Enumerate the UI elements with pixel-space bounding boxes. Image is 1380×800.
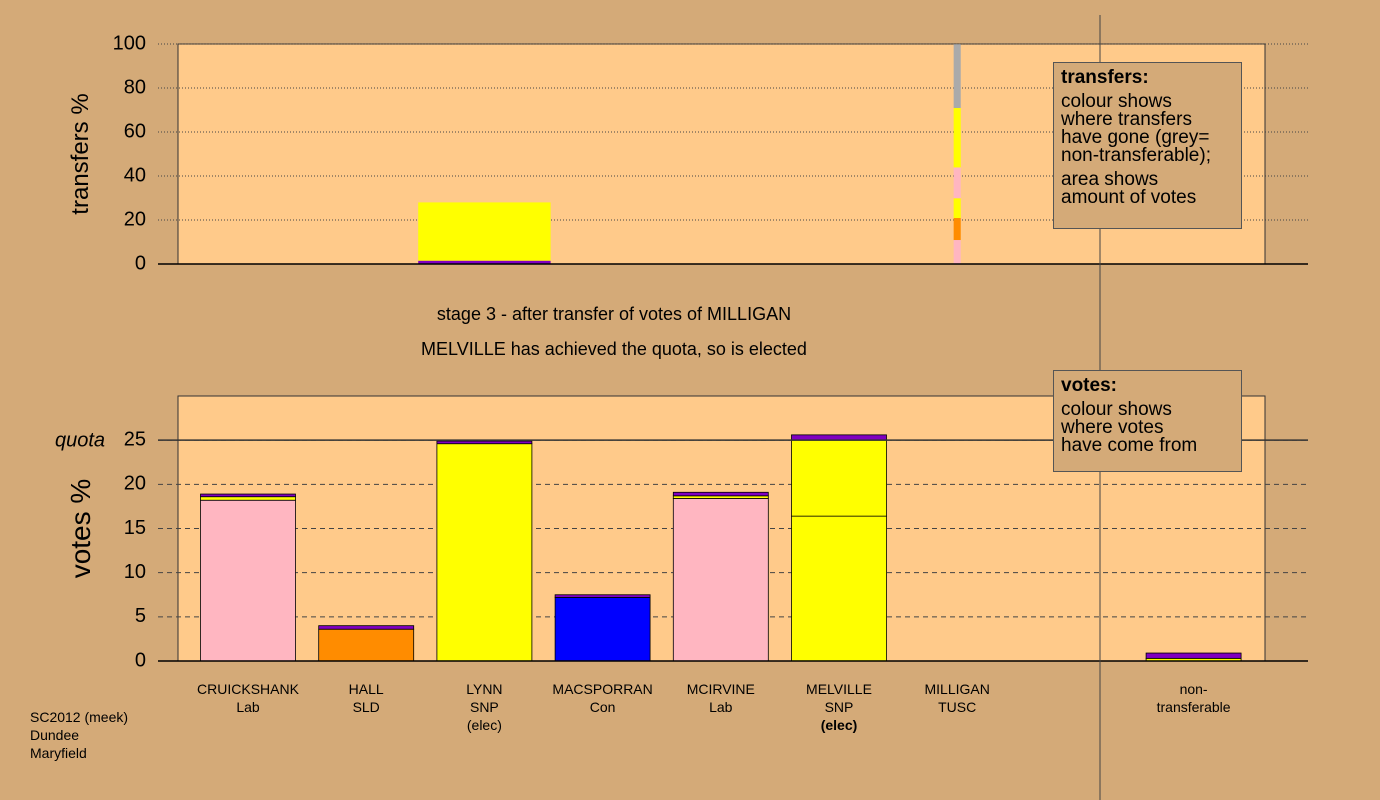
category-name: MELVILLE	[806, 681, 872, 697]
legend-title: votes:	[1061, 375, 1117, 396]
y-tick-label: 15	[124, 517, 146, 539]
legend-box: transfers: colour shows where transfers h…	[1053, 62, 1242, 229]
y-axis-label: transfers %	[67, 93, 94, 214]
category-name: HALL	[348, 681, 384, 697]
bar-segment	[1145, 652, 1242, 659]
category-name: MILLIGAN	[924, 681, 990, 697]
y-tick-label: 0	[135, 649, 146, 671]
bar-segment	[436, 443, 533, 662]
bar-segment	[953, 167, 961, 199]
caption: MELVILLE has achieved the quota, so is e…	[421, 339, 807, 359]
y-tick-label: 10	[124, 561, 146, 583]
y-tick-label: 25	[124, 428, 146, 450]
y-tick-label: 100	[113, 32, 146, 54]
bar-segment	[436, 440, 533, 445]
bar-segment	[672, 498, 769, 662]
elected-note: (elec)	[820, 717, 858, 733]
bar-segment	[953, 44, 961, 109]
category-name: LYNN	[466, 681, 503, 697]
bar-segment	[418, 260, 551, 264]
legend-text: colour shows where votes have come from	[1061, 399, 1198, 456]
legend-text: colour shows where transfers have gone (…	[1061, 91, 1211, 166]
y-tick-label: 80	[124, 76, 146, 98]
elected-note: (elec)	[466, 717, 502, 733]
y-tick-label: 60	[124, 120, 146, 142]
y-tick-label: 40	[124, 164, 146, 186]
bar-segment	[418, 202, 551, 261]
party: SLD	[352, 699, 380, 715]
x-tick-label: MELVILLE SNP (elec)	[780, 680, 898, 734]
bar-segment	[200, 499, 296, 662]
y-tick-label: 20	[124, 473, 146, 495]
bar-segment	[554, 597, 651, 662]
bar-segment	[953, 108, 961, 168]
footer: SC2012 (meek) Dundee Maryfield	[30, 709, 129, 761]
category-name: non- transferable	[1156, 681, 1231, 715]
bar-segment	[953, 240, 961, 264]
bar-segment	[953, 218, 961, 241]
bar-segment	[672, 491, 769, 497]
quota-label: quota	[55, 429, 105, 451]
category-name: CRUICKSHANK	[197, 681, 299, 697]
bar-segment	[791, 515, 887, 662]
y-tick-label: 20	[124, 208, 146, 230]
party: TUSC	[938, 699, 977, 715]
x-tick-label: MCIRVINE Lab	[662, 680, 780, 716]
party: Lab	[236, 699, 260, 715]
category-name: MACSPORRAN	[552, 681, 653, 697]
bar-segment	[318, 625, 415, 630]
bar-segment	[554, 594, 651, 598]
y-tick-label: 0	[135, 252, 146, 274]
bar-segment	[953, 198, 961, 219]
x-tick-label: MACSPORRAN Con	[544, 680, 662, 716]
x-tick-label: non- transferable	[1135, 680, 1253, 716]
x-tick-label: HALL SLD	[307, 680, 425, 716]
bar-segment	[791, 439, 887, 517]
bar-segment	[791, 434, 887, 441]
x-tick-label: MILLIGAN TUSC	[898, 680, 1016, 716]
bar-segment	[200, 493, 296, 498]
legend-title: transfers:	[1061, 67, 1149, 88]
y-tick-label: 5	[135, 605, 146, 627]
party: Con	[589, 699, 616, 715]
party: SNP	[824, 699, 854, 715]
caption: stage 3 - after transfer of votes of MIL…	[436, 304, 792, 324]
bar-segment	[200, 496, 296, 501]
x-tick-label: LYNN SNP (elec)	[425, 680, 543, 734]
party: Lab	[709, 699, 733, 715]
x-tick-label: CRUICKSHANK Lab	[189, 680, 307, 716]
legend-box: votes: colour shows where votes have come…	[1053, 370, 1242, 472]
legend-text: area shows amount of votes	[1061, 169, 1197, 208]
party: SNP	[469, 699, 499, 715]
bar-segment	[318, 628, 415, 662]
category-name: MCIRVINE	[686, 681, 755, 697]
y-axis-label: votes %	[65, 479, 96, 579]
